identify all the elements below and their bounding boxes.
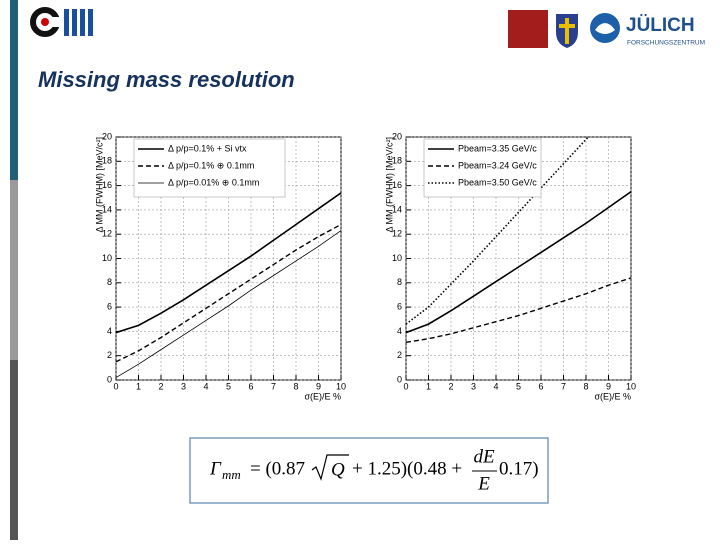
legend-label: Pbeam=3.35 GeV/c — [458, 143, 537, 153]
x-tick-label: 9 — [316, 381, 321, 391]
logo-text: JÜLICH — [626, 15, 695, 36]
y-tick-label: 14 — [102, 204, 112, 214]
x-tick-label: 2 — [448, 381, 453, 391]
y-tick-label: 18 — [102, 156, 112, 166]
x-tick-label: 2 — [158, 381, 163, 391]
formula-num: dE — [473, 446, 495, 467]
x-axis-label: σ(E)/E % — [594, 391, 631, 401]
series-line — [406, 277, 631, 344]
x-tick-label: 8 — [293, 381, 298, 391]
x-tick-label: 1 — [426, 381, 431, 391]
x-tick-label: 4 — [203, 381, 208, 391]
x-tick-label: 3 — [181, 381, 186, 391]
series-line — [116, 230, 341, 378]
y-tick-label: 12 — [392, 229, 402, 239]
x-tick-label: 7 — [561, 381, 566, 391]
formula-part: Q — [331, 459, 345, 480]
side-bar — [10, 360, 18, 540]
x-tick-label: 5 — [516, 381, 521, 391]
y-tick-label: 0 — [397, 374, 402, 384]
formula-den: E — [477, 473, 490, 494]
x-axis-label: σ(E)/E % — [304, 391, 341, 401]
y-tick-label: 10 — [392, 253, 402, 263]
x-tick-label: 6 — [248, 381, 253, 391]
y-tick-label: 18 — [392, 156, 402, 166]
y-tick-label: 10 — [102, 253, 112, 263]
y-tick-label: 4 — [107, 326, 112, 336]
side-bar — [10, 180, 18, 360]
legend-label: Pbeam=3.50 GeV/c — [458, 177, 537, 187]
logo-university — [508, 10, 548, 48]
x-tick-label: 4 — [493, 381, 498, 391]
legend-label: Δ p/p=0.1% ⊕ 0.1mm — [168, 160, 254, 170]
y-tick-label: 2 — [107, 350, 112, 360]
y-axis-label: Δ MM (FWHM) [MeV/c²] — [94, 137, 104, 233]
x-tick-label: 1 — [136, 381, 141, 391]
y-axis-label: Δ MM (FWHM) [MeV/c²] — [384, 137, 394, 233]
logo-juelich: JÜLICH FORSCHUNGSZENTRUM — [590, 13, 705, 47]
y-tick-label: 6 — [107, 301, 112, 311]
x-tick-label: 6 — [538, 381, 543, 391]
y-tick-label: 2 — [397, 350, 402, 360]
formula-lhs: Γ — [209, 458, 222, 479]
y-tick-label: 20 — [102, 131, 112, 141]
legend-label: Pbeam=3.24 GeV/c — [458, 160, 537, 170]
x-tick-label: 3 — [471, 381, 476, 391]
x-tick-label: 8 — [583, 381, 588, 391]
formula-part: 0.17) — [499, 458, 539, 479]
y-tick-label: 16 — [392, 180, 402, 190]
x-tick-label: 0 — [403, 381, 408, 391]
y-tick-label: 6 — [397, 301, 402, 311]
series-group — [406, 137, 631, 344]
y-tick-label: 8 — [107, 277, 112, 287]
x-tick-label: 7 — [271, 381, 276, 391]
formula-sub: mm — [222, 467, 241, 482]
formula: Γ mm = (0.87 Q + 1.25)(0.48 + dE E 0.17) — [189, 437, 549, 504]
formula-part: + 1.25)(0.48 + — [352, 458, 462, 479]
series-group — [116, 192, 341, 378]
legend-label: Δ p/p=0.01% ⊕ 0.1mm — [168, 177, 259, 187]
x-tick-label: 10 — [626, 381, 636, 391]
legend-label: Δ p/p=0.1% + Si vtx — [168, 143, 247, 153]
logo-subtext: FORSCHUNGSZENTRUM — [627, 40, 705, 47]
logo-left — [30, 7, 93, 37]
slide-title: Missing mass resolution — [38, 67, 295, 92]
x-tick-label: 5 — [226, 381, 231, 391]
series-line — [116, 223, 341, 363]
x-tick-label: 9 — [606, 381, 611, 391]
y-tick-label: 0 — [107, 374, 112, 384]
series-line — [406, 137, 590, 325]
formula-part: = (0.87 — [250, 458, 305, 479]
logo-crest — [556, 14, 578, 48]
y-tick-label: 12 — [102, 229, 112, 239]
y-tick-label: 14 — [392, 204, 402, 214]
y-tick-label: 20 — [392, 131, 402, 141]
y-tick-label: 8 — [397, 277, 402, 287]
y-tick-label: 16 — [102, 180, 112, 190]
series-line — [116, 192, 341, 334]
x-tick-label: 10 — [336, 381, 346, 391]
side-bar — [10, 0, 18, 180]
x-tick-label: 0 — [113, 381, 118, 391]
series-line — [406, 191, 631, 334]
y-tick-label: 4 — [397, 326, 402, 336]
